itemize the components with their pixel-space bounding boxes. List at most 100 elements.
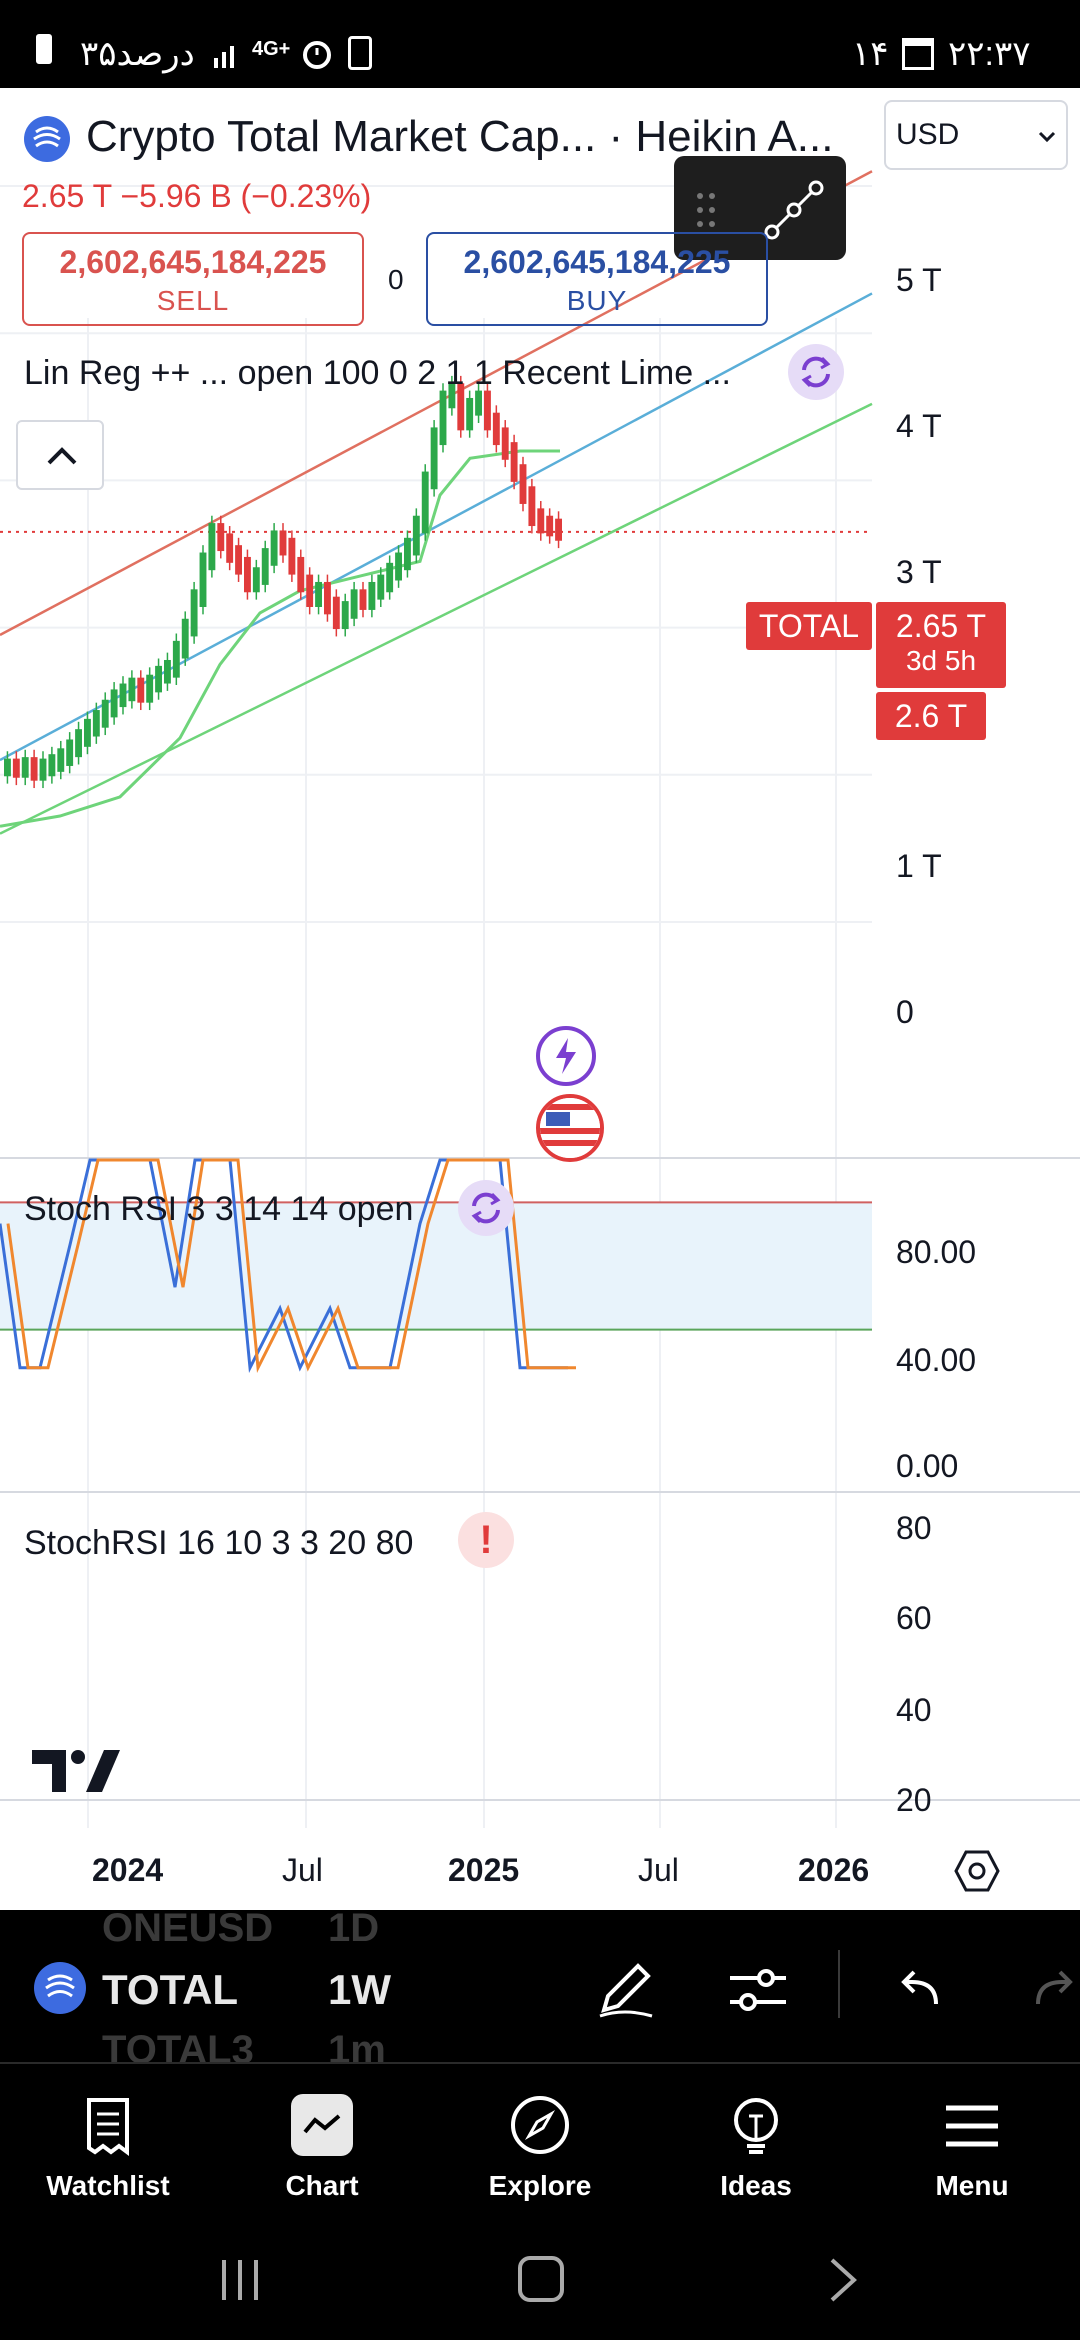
spread-value: 0 <box>388 264 404 295</box>
candle-body-49 <box>439 390 447 446</box>
recent-apps-icon[interactable] <box>216 2256 264 2309</box>
currency-select[interactable]: USD <box>884 100 1068 170</box>
interval-selector[interactable]: 1W <box>328 1966 391 2013</box>
candle-body-62 <box>555 518 562 541</box>
back-icon[interactable] <box>826 2256 862 2309</box>
last-price-value: 2.65 T <box>895 608 987 644</box>
candle-body-0 <box>4 758 11 777</box>
candle-body-53 <box>475 390 482 416</box>
indicator-settings-icon[interactable] <box>726 1958 790 2027</box>
error-icon[interactable]: ! <box>458 1512 514 1568</box>
home-icon[interactable] <box>518 2256 564 2302</box>
candle-body-8 <box>75 729 82 758</box>
stoch-tick-40: 40.00 <box>896 1342 977 1378</box>
candle-body-45 <box>404 537 411 571</box>
stoch-k-line <box>0 1158 568 1374</box>
stoch-rsi-label[interactable]: Stoch RSI 3 3 14 14 open <box>24 1190 414 1228</box>
candle-body-3 <box>30 757 38 781</box>
candle-body-1 <box>12 758 20 778</box>
candle-body-60 <box>537 508 545 534</box>
redo-icon[interactable] <box>1034 1964 1080 2017</box>
nav-menu[interactable]: Menu <box>882 2084 1062 2202</box>
lightning-event-icon[interactable] <box>536 1026 596 1086</box>
pencil-draw-icon[interactable] <box>594 1956 658 2025</box>
candle-body-58 <box>519 464 527 504</box>
nav-chart[interactable]: Chart <box>232 2084 412 2202</box>
price-tick-5t: 5 T <box>896 262 942 298</box>
stoch-rsi-2-label[interactable]: StochRSI 16 10 3 3 20 80 <box>24 1524 414 1562</box>
stoch2-tick-60: 60 <box>896 1600 932 1636</box>
chart-toolbar[interactable]: ONEUSD 1D TOTAL 1W TOTAL3 1m <box>0 1906 1080 2072</box>
candle-body-48 <box>430 427 438 490</box>
price-tick-3t: 3 T <box>896 554 942 590</box>
candle-body-47 <box>421 471 429 534</box>
nav-explore-label: Explore <box>488 2170 592 2201</box>
chart-canvas[interactable] <box>0 88 1080 1910</box>
stoch2-tick-20: 20 <box>896 1782 932 1818</box>
regression-lower-line <box>0 402 873 835</box>
candle-body-5 <box>48 754 56 777</box>
alarm-icon <box>300 36 334 75</box>
nav-watchlist[interactable]: Watchlist <box>18 2084 198 2202</box>
sell-button[interactable]: 2,602,645,184,225 SELL <box>22 232 364 326</box>
us-flag-event-icon[interactable] <box>536 1094 604 1162</box>
stoch-tick-80: 80.00 <box>896 1234 977 1270</box>
undo-icon[interactable] <box>896 1964 944 2017</box>
trend-line-icon[interactable] <box>764 180 824 245</box>
refresh-icon[interactable] <box>788 344 844 400</box>
candle-body-6 <box>57 748 65 772</box>
drag-handle-icon[interactable] <box>694 190 718 235</box>
candle-body-4 <box>39 758 47 781</box>
candle-body-23 <box>208 523 216 571</box>
lin-reg-indicator-label[interactable]: Lin Reg ++ ... open 100 0 2 1 1 Recent L… <box>24 354 731 392</box>
drawing-tool-popup[interactable] <box>674 156 846 260</box>
chart-settings-icon[interactable] <box>954 1848 1000 1899</box>
ghost-symbol-above: ONEUSD <box>102 1906 274 1950</box>
collapse-legend-button[interactable] <box>16 420 104 490</box>
nav-watchlist-label: Watchlist <box>46 2170 170 2201</box>
stoch-band-fill <box>0 1202 872 1330</box>
candle-body-18 <box>164 659 171 684</box>
candle-body-22 <box>199 552 207 607</box>
toolbar-divider <box>838 1950 840 2018</box>
price-level-label: 2.6 T <box>876 692 986 740</box>
chevron-down-icon <box>1038 130 1056 148</box>
bar-countdown: 3d 5h <box>905 645 977 676</box>
symbol-title[interactable]: Crypto Total Market Cap... · Heikin A... <box>86 112 834 161</box>
candle-body-2 <box>21 757 29 778</box>
stoch-d-line <box>6 1158 576 1374</box>
candle-body-34 <box>306 574 314 607</box>
candle-body-56 <box>501 427 509 460</box>
sell-label: SELL <box>156 285 230 316</box>
chart-icon <box>291 2094 353 2156</box>
bottom-navigation: Watchlist Chart Explore Ideas Menu <box>0 2062 1080 2222</box>
candle-body-30 <box>270 530 278 566</box>
symbol-logo-small-icon <box>34 1962 86 2014</box>
candle-body-7 <box>66 739 74 766</box>
date-text: ۱۴ <box>852 35 889 73</box>
candle-body-14 <box>128 677 136 702</box>
buy-label: BUY <box>566 285 628 316</box>
stoch-tick-0: 0.00 <box>896 1448 959 1484</box>
hamburger-icon <box>944 2102 1000 2156</box>
candle-body-55 <box>492 412 500 446</box>
nav-ideas[interactable]: Ideas <box>666 2084 846 2202</box>
symbol-selector[interactable]: TOTAL <box>102 1966 239 2013</box>
candle-body-36 <box>324 581 331 615</box>
time-tick-jul-2024: Jul <box>282 1852 323 1888</box>
network-text: 4G+ <box>252 38 291 60</box>
nav-explore[interactable]: Explore <box>450 2084 630 2202</box>
candle-body-32 <box>288 537 296 575</box>
chevron-up-icon <box>46 446 78 471</box>
chart-panel[interactable]: Crypto Total Market Cap... · Heikin A...… <box>0 88 1080 1910</box>
candle-body-59 <box>528 486 536 527</box>
candle-body-28 <box>252 567 260 593</box>
candle-body-33 <box>297 556 305 593</box>
candle-body-21 <box>190 589 198 637</box>
candle-body-42 <box>377 574 385 600</box>
time-tick-2025: 2025 <box>448 1852 520 1888</box>
price-level-value: 2.6 T <box>894 698 968 734</box>
stoch-refresh-icon[interactable] <box>458 1180 514 1236</box>
last-price-label: 2.65 T 3d 5h <box>876 602 1006 688</box>
buy-button[interactable]: 2,602,645,184,225 BUY <box>426 232 768 326</box>
